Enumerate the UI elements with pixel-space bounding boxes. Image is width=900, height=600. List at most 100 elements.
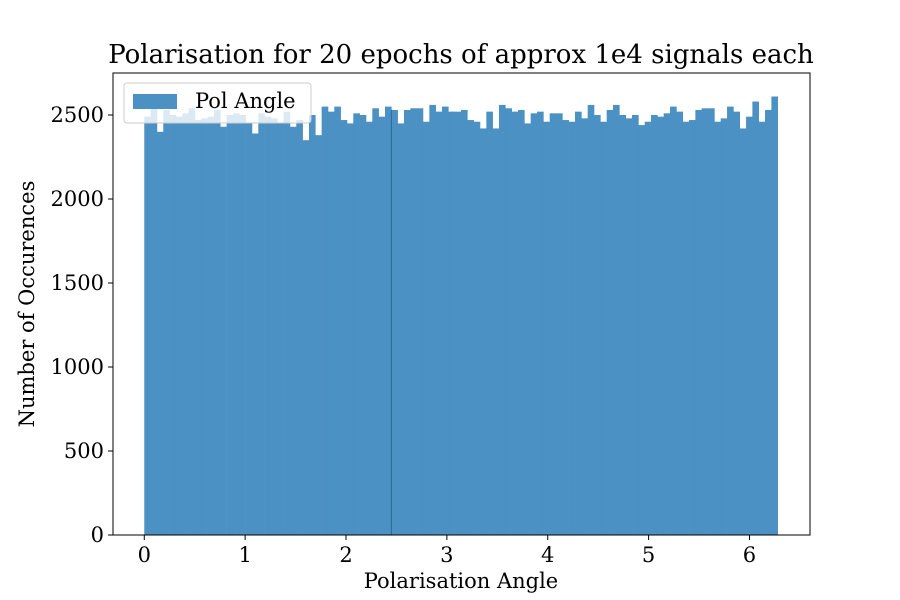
histogram-bar	[359, 115, 367, 535]
histogram-bar	[410, 108, 417, 535]
histogram-bar	[480, 128, 487, 535]
histogram-bar	[530, 113, 538, 535]
histogram-bar	[663, 113, 671, 535]
histogram-bar	[226, 115, 234, 535]
histogram-bar	[435, 111, 443, 535]
histogram-bar	[441, 106, 449, 535]
histogram-bar	[220, 126, 227, 535]
histogram-bar	[492, 128, 500, 535]
histogram-bar	[537, 111, 544, 535]
histogram-bar	[562, 120, 569, 535]
histogram-bar	[575, 111, 582, 535]
legend-box	[123, 82, 312, 124]
histogram-bar	[384, 106, 392, 535]
histogram-bar	[606, 109, 614, 536]
x-tick-label: 4	[541, 543, 554, 567]
y-tick-label: 2500	[51, 103, 104, 127]
histogram-bar	[701, 108, 709, 535]
histogram-bar	[638, 125, 645, 535]
histogram-bar	[201, 118, 208, 536]
histogram-bar	[207, 116, 215, 536]
histogram-bar	[289, 126, 297, 535]
histogram-bar	[568, 121, 576, 535]
histogram-bar	[321, 106, 329, 535]
y-tick-label: 1500	[51, 271, 104, 295]
histogram-bar	[251, 133, 259, 536]
histogram-bar	[213, 109, 221, 536]
histogram-bar	[429, 104, 436, 536]
histogram-bar	[657, 116, 664, 536]
histogram-bar	[746, 116, 753, 536]
histogram-bar	[613, 104, 620, 536]
plot-frame	[112, 72, 811, 536]
histogram-bar	[505, 108, 512, 535]
x-tick-label: 5	[642, 543, 655, 567]
x-tick-label: 1	[238, 543, 251, 567]
histogram-bar	[594, 115, 601, 535]
histogram-bar	[308, 115, 316, 535]
histogram-bar	[315, 135, 322, 535]
histogram-bar	[277, 123, 284, 536]
histogram-bar	[752, 101, 760, 535]
x-tick-label: 3	[440, 543, 453, 567]
x-axis-ticks: 0 1 2 3 4 5 6	[138, 535, 756, 567]
histogram-bar	[670, 106, 677, 535]
y-tick-label: 0	[91, 523, 104, 547]
y-tick-label: 1000	[51, 355, 104, 379]
histogram-bar	[720, 118, 728, 536]
histogram-bar	[587, 104, 595, 536]
histogram-bar	[156, 131, 164, 536]
histogram-bar	[758, 121, 766, 535]
histogram-bar	[182, 113, 189, 535]
histogram-bar	[644, 121, 652, 535]
histogram-bar	[499, 104, 506, 536]
histogram-bar	[232, 113, 240, 535]
x-tick-label: 2	[339, 543, 352, 567]
histogram-bar	[334, 106, 341, 535]
histogram-bar	[695, 109, 702, 536]
y-tick-label: 2000	[51, 187, 104, 211]
histogram-bar	[150, 108, 158, 535]
chart-title: Polarisation for 20 epochs of approx 1e4…	[108, 40, 814, 70]
histogram-bar	[194, 120, 202, 535]
histogram-bar	[473, 121, 481, 535]
histogram-bar	[549, 113, 557, 535]
y-axis-ticks: 0 500 1000 1500 2000 2500	[51, 103, 113, 547]
histogram-bar	[188, 108, 196, 535]
histogram-bar	[733, 111, 741, 535]
histogram-bar	[714, 121, 722, 535]
histogram-bar	[422, 121, 430, 535]
histogram-bar	[245, 123, 253, 536]
histogram-bar	[765, 109, 772, 536]
histogram-bar	[340, 120, 348, 535]
histogram-bar	[682, 121, 690, 535]
y-axis-label: Number of Occurences	[15, 181, 39, 428]
histogram-bar	[676, 111, 683, 535]
histogram-bar	[144, 116, 151, 536]
histogram-bar	[461, 109, 468, 536]
histogram-bar	[302, 140, 310, 535]
histogram-bar	[625, 118, 633, 536]
histogram-bar	[651, 115, 658, 535]
x-tick-label: 6	[743, 543, 756, 567]
legend: Pol Angle	[123, 82, 312, 124]
histogram-bar	[511, 111, 519, 535]
histogram-bar	[689, 120, 696, 535]
x-tick-label: 0	[138, 543, 151, 567]
histogram-bar	[467, 120, 474, 535]
histogram-bar	[632, 115, 639, 535]
histogram-bar	[283, 111, 291, 535]
histogram-bar	[258, 113, 265, 535]
histogram-bar	[448, 111, 455, 535]
histogram-bar	[346, 123, 354, 536]
legend-swatch	[133, 94, 177, 109]
histogram-bar	[556, 113, 563, 535]
histogram-bar	[619, 115, 626, 535]
histogram-bar	[739, 128, 747, 535]
histogram-bar	[518, 109, 525, 536]
histogram-bar	[264, 116, 272, 536]
y-tick-label: 500	[64, 439, 104, 463]
histogram-bar	[727, 106, 734, 535]
bars-group	[144, 96, 779, 536]
